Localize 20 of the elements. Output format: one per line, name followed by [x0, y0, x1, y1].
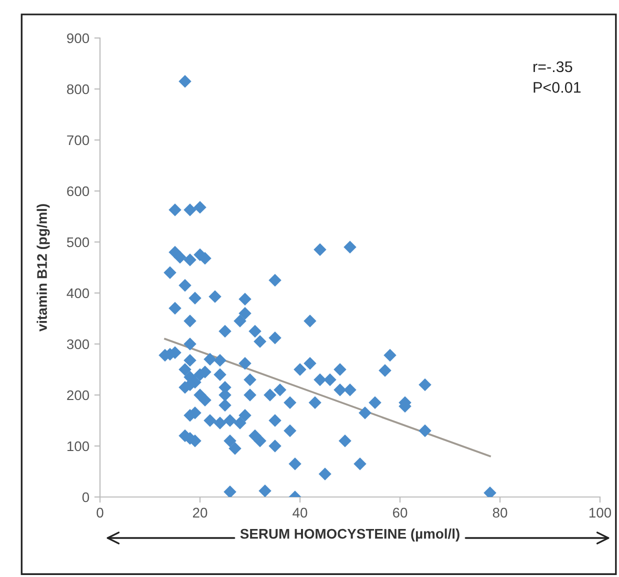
y-tick-label: 900	[67, 33, 90, 44]
x-tick-label: 60	[392, 508, 408, 518]
y-tick-label: 800	[67, 84, 90, 94]
annotation: P<0.01	[534, 82, 581, 93]
x-tick-label: 40	[292, 508, 308, 518]
x-axis-title: SERUM HOMOCYSTEINE (µmol/l)	[240, 528, 460, 542]
y-tick-label: 100	[67, 441, 90, 452]
x-tick-label: 80	[492, 508, 508, 518]
y-tick-label: 300	[66, 339, 90, 350]
y-axis-title: vitamin B12 (pg/ml)	[36, 204, 50, 332]
annotation: r=-.35	[534, 61, 572, 72]
x-tick-label: 20	[192, 508, 208, 518]
y-tick-label: 600	[67, 186, 90, 196]
x-tick-label: 100	[589, 508, 612, 518]
y-tick-label: 0	[82, 492, 90, 502]
y-tick-label: 500	[66, 237, 90, 248]
y-tick-label: 400	[66, 288, 90, 298]
x-tick-label: 0	[96, 508, 104, 518]
y-tick-label: 700	[67, 135, 90, 146]
y-tick-label: 200	[67, 390, 90, 400]
